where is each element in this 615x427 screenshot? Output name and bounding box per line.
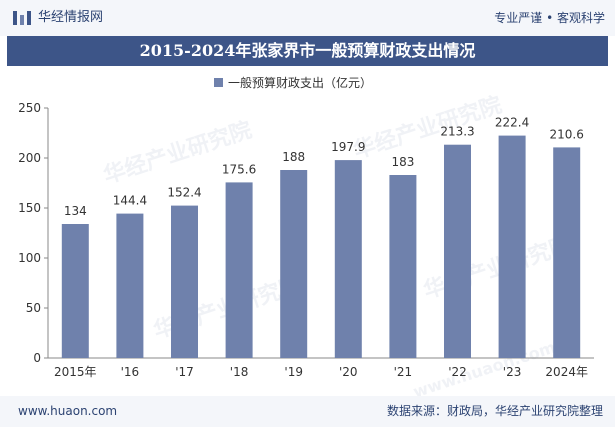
legend-swatch bbox=[214, 78, 223, 87]
legend-label: 一般预算财政支出（亿元） bbox=[228, 75, 372, 90]
title-bar: 2015-2024年张家界市一般预算财政支出情况 bbox=[7, 36, 608, 66]
bar bbox=[389, 175, 417, 358]
data-label: 210.6 bbox=[550, 127, 584, 141]
y-tick-label: 250 bbox=[18, 101, 41, 115]
huajing-logo-icon bbox=[13, 11, 31, 25]
data-label: 152.4 bbox=[167, 186, 201, 200]
x-tick-label: '16 bbox=[121, 365, 140, 379]
data-label: 188 bbox=[282, 150, 305, 164]
brand-name[interactable]: 华经情报网 bbox=[38, 10, 104, 25]
slogan: 专业严谨 • 客观科学 bbox=[494, 11, 605, 25]
data-label: 175.6 bbox=[222, 162, 256, 176]
bar bbox=[116, 213, 144, 358]
bar bbox=[553, 147, 581, 358]
x-tick-label: 2024年 bbox=[545, 365, 588, 379]
data-label: 134 bbox=[64, 204, 87, 218]
data-label: 144.4 bbox=[113, 194, 147, 208]
bar bbox=[61, 224, 89, 358]
bar bbox=[334, 160, 362, 358]
bar bbox=[280, 170, 308, 358]
data-label: 222.4 bbox=[495, 116, 529, 130]
site-link[interactable]: www.huaon.com bbox=[18, 404, 118, 418]
bar bbox=[498, 135, 526, 358]
data-label: 213.3 bbox=[440, 125, 474, 139]
y-tick-label: 100 bbox=[18, 251, 41, 265]
y-tick-label: 0 bbox=[33, 351, 41, 365]
data-label: 183 bbox=[391, 155, 414, 169]
bar bbox=[444, 144, 471, 358]
data-label: 197.9 bbox=[331, 140, 365, 154]
x-tick-label: '20 bbox=[339, 365, 358, 379]
x-tick-label: '17 bbox=[175, 365, 194, 379]
x-tick-label: 2015年 bbox=[54, 365, 97, 379]
y-tick-label: 200 bbox=[18, 151, 41, 165]
bar-chart: 一般预算财政支出（亿元） 0 50 100 150 200 250 134 2015年 144.4… bbox=[18, 75, 594, 379]
x-tick-label: '23 bbox=[503, 365, 522, 379]
source-note: 数据来源：财政局，华经产业研究院整理 bbox=[386, 404, 603, 418]
bar bbox=[225, 182, 253, 358]
x-tick-label: '19 bbox=[284, 365, 303, 379]
bar bbox=[171, 205, 198, 358]
chart-title: 2015-2024年张家界市一般预算财政支出情况 bbox=[139, 41, 476, 60]
x-tick-label: '18 bbox=[230, 365, 249, 379]
y-tick-label: 50 bbox=[26, 301, 41, 315]
x-tick-label: '21 bbox=[394, 365, 413, 379]
footer-bar: www.huaon.com 数据来源：财政局，华经产业研究院整理 bbox=[0, 396, 615, 427]
header-bar: 华经情报网 专业严谨 • 客观科学 bbox=[0, 0, 615, 36]
y-tick-label: 150 bbox=[18, 201, 41, 215]
x-tick-label: '22 bbox=[448, 365, 467, 379]
